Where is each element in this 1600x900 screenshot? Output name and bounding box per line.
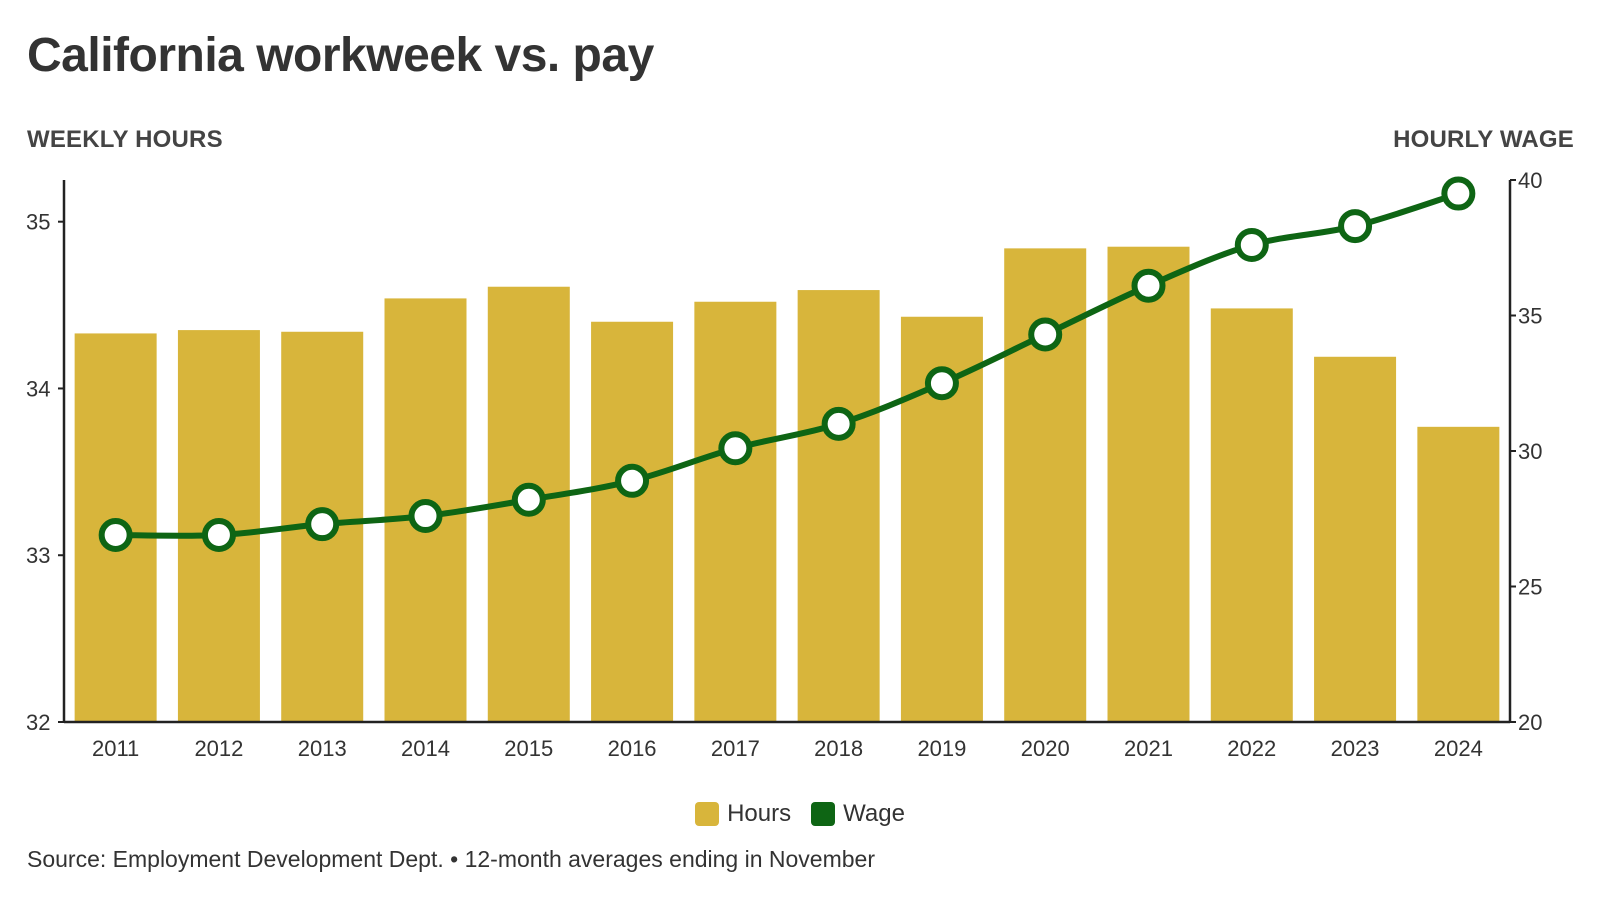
legend-item-hours: Hours <box>695 800 791 828</box>
hours-bar <box>1417 426 1500 722</box>
x-tick-label: 2022 <box>1227 736 1276 761</box>
wage-point <box>511 482 546 517</box>
hours-bar <box>1210 308 1293 722</box>
hours-bar <box>1314 356 1397 722</box>
wage-point <box>1338 209 1373 244</box>
legend: Hours Wage <box>0 800 1600 828</box>
hours-bar <box>591 321 674 722</box>
x-tick-label: 2019 <box>917 736 966 761</box>
wage-point <box>408 499 443 534</box>
hours-bar <box>797 290 880 722</box>
chart-title: California workweek vs. pay <box>27 29 654 82</box>
x-tick-label: 2021 <box>1124 736 1173 761</box>
x-tick-label: 2015 <box>504 736 553 761</box>
x-tick-label: 2018 <box>814 736 863 761</box>
x-tick-label: 2011 <box>92 736 139 761</box>
right-tick-label: 20 <box>1518 710 1542 735</box>
wage-point <box>718 431 753 466</box>
wage-swatch <box>811 802 836 826</box>
hours-bar <box>1107 246 1190 722</box>
left-axis-title: WEEKLY HOURS <box>27 126 223 153</box>
right-tick-label: 40 <box>1518 168 1542 193</box>
hours-swatch <box>695 802 720 826</box>
wage-point <box>1234 228 1269 263</box>
x-tick-label: 2014 <box>401 736 450 761</box>
left-tick-label: 33 <box>26 543 50 568</box>
x-tick-label: 2013 <box>298 736 347 761</box>
wage-point <box>305 507 340 542</box>
right-tick-label: 25 <box>1518 575 1542 600</box>
legend-item-wage: Wage <box>811 800 905 828</box>
wage-point <box>821 406 856 441</box>
wage-point <box>615 463 650 498</box>
wage-point <box>98 518 133 553</box>
x-tick-label: 2017 <box>711 736 760 761</box>
legend-label-hours: Hours <box>727 800 792 827</box>
legend-label-wage: Wage <box>843 800 905 827</box>
wage-point <box>1441 176 1476 211</box>
hours-bar <box>694 301 777 722</box>
wage-point <box>1131 268 1166 303</box>
left-tick-label: 32 <box>26 710 50 735</box>
x-tick-label: 2020 <box>1021 736 1070 761</box>
right-tick-label: 35 <box>1518 304 1542 329</box>
x-tick-label: 2016 <box>608 736 657 761</box>
x-tick-label: 2012 <box>194 736 243 761</box>
left-tick-label: 34 <box>26 376 50 401</box>
source-note: Source: Employment Development Dept. • 1… <box>27 846 875 872</box>
wage-point <box>924 366 959 401</box>
right-tick-label: 30 <box>1518 439 1542 464</box>
x-tick-label: 2023 <box>1331 736 1380 761</box>
right-axis-title: HOURLY WAGE <box>1393 126 1574 153</box>
wage-point <box>1028 317 1063 352</box>
left-tick-label: 35 <box>26 210 50 235</box>
x-tick-label: 2024 <box>1434 736 1483 761</box>
wage-point <box>201 518 236 553</box>
